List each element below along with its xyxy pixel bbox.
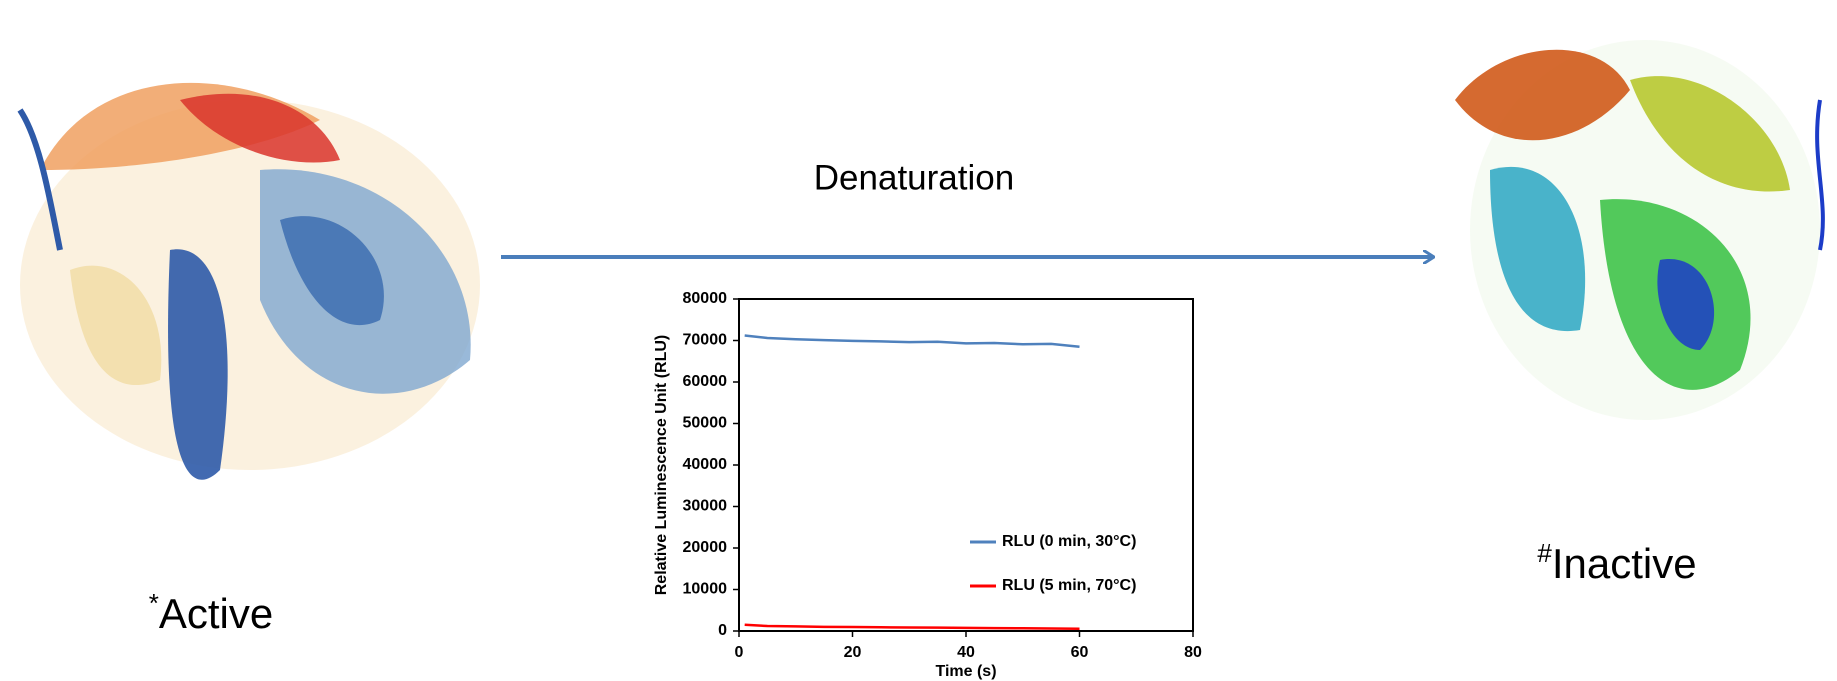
y-axis-title: Relative Luminescence Unit (RLU) (653, 335, 670, 596)
y-tick-label: 70000 (683, 332, 728, 349)
y-tick-label: 30000 (683, 498, 728, 515)
x-tick-label: 20 (844, 644, 862, 661)
inactive-marker: # (1537, 538, 1552, 568)
series-line (744, 623, 1080, 630)
x-axis-title: Time (s) (935, 663, 996, 680)
x-tick-label: 80 (1184, 644, 1202, 661)
x-tick-label: 40 (957, 644, 975, 661)
x-tick-label: 60 (1071, 644, 1089, 661)
x-tick-label: 0 (735, 644, 744, 661)
arrow-label: Denaturation (814, 158, 1014, 197)
active-text: Active (159, 590, 273, 637)
y-tick-label: 40000 (683, 456, 728, 473)
chart: 0 10000 20000 30000 40000 50000 60000 70000 8000… (653, 290, 1202, 680)
active-marker: * (149, 588, 159, 618)
y-tick-label: 80000 (683, 290, 728, 307)
inactive-label: #Inactive (1537, 538, 1696, 587)
active-label: *Active (149, 588, 274, 637)
y-tick-label: 10000 (683, 581, 728, 598)
y-tick-label: 50000 (683, 415, 728, 432)
legend-label: RLU (0 min, 30°C) (1002, 533, 1136, 550)
y-tick-label: 0 (718, 622, 727, 639)
inactive-protein-image (1455, 40, 1825, 420)
inactive-text: Inactive (1552, 540, 1697, 587)
y-tick-label: 20000 (683, 539, 728, 556)
legend-label: RLU (5 min, 70°C) (1002, 577, 1136, 594)
y-tick-label: 60000 (683, 373, 728, 390)
series-line (744, 334, 1080, 348)
active-protein-image (17, 82, 480, 480)
